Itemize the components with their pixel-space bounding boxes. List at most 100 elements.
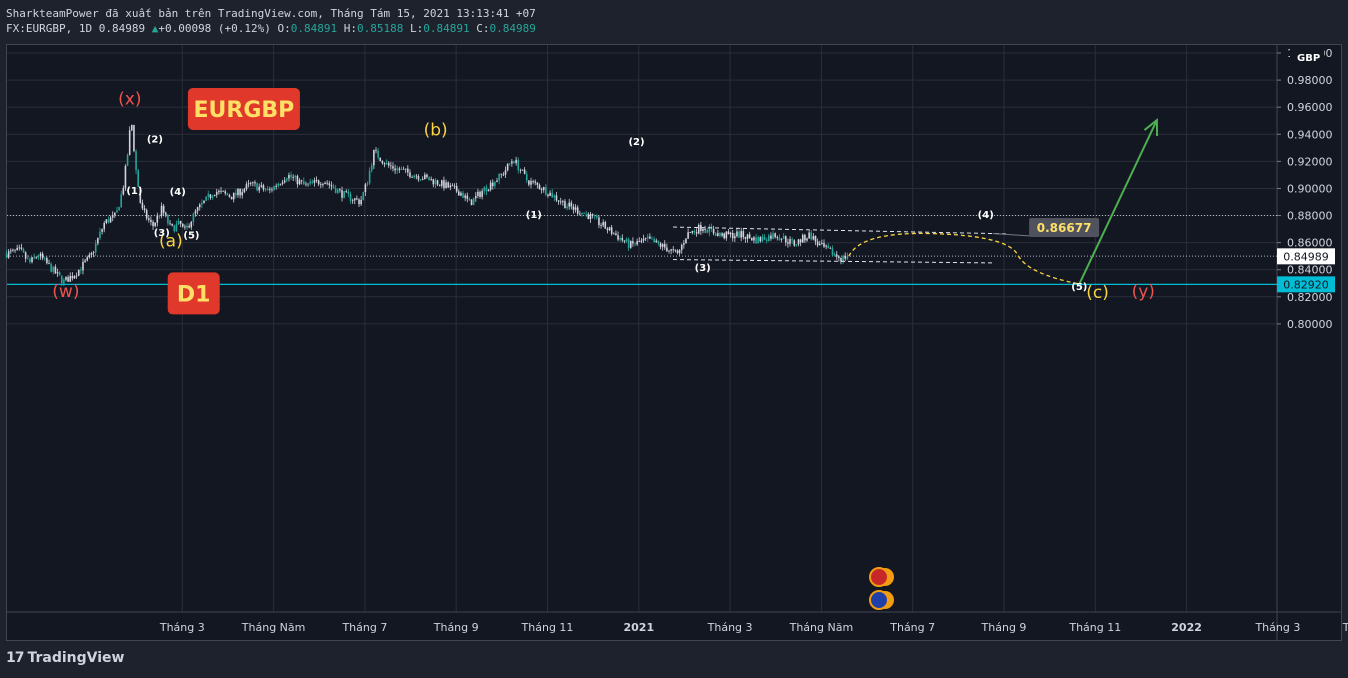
candle-body (111, 214, 114, 218)
candle-body (668, 250, 670, 252)
candle-body (133, 125, 135, 152)
candle-body (309, 181, 311, 184)
candle-body (449, 185, 452, 188)
candle-body (547, 194, 549, 196)
candle-body (700, 224, 702, 231)
symbol-label[interactable]: FX:EURGBP, 1D 0.84989 (6, 22, 146, 35)
candle-body (708, 226, 711, 233)
candle-body (60, 275, 63, 284)
candle-body (511, 161, 513, 164)
candle-body (602, 222, 604, 226)
candle-body (294, 175, 297, 178)
x-tick-label: Tháng Năm (241, 621, 306, 634)
candle-body (804, 234, 806, 241)
high-label: H: (343, 22, 358, 35)
candle-body (169, 223, 171, 225)
candle-body (243, 189, 246, 193)
candle-body (271, 189, 273, 191)
candle-body (810, 232, 813, 240)
candle-body (549, 192, 551, 196)
candle-body (714, 233, 717, 237)
candle-body (636, 241, 638, 245)
candle-body (122, 188, 125, 195)
candle-body (307, 183, 309, 185)
candle-body (487, 189, 490, 192)
candle-body (220, 190, 222, 192)
candle-body (432, 179, 435, 185)
candle-body (375, 149, 377, 151)
candle-body (697, 224, 700, 234)
chart-frame[interactable] (6, 44, 1342, 641)
candle-body (364, 184, 367, 193)
candle-body (453, 185, 456, 187)
candle-body (413, 175, 416, 178)
x-tick-label: 2022 (1171, 621, 1202, 634)
candle-body (222, 190, 224, 192)
candle-body (258, 186, 261, 191)
candle-body (774, 233, 776, 238)
candle-body (407, 168, 409, 173)
x-tick-label: Tháng 7 (341, 621, 387, 634)
candle-body (532, 181, 534, 182)
candle-body (415, 175, 418, 177)
candle-body (721, 233, 723, 236)
candle-body (292, 177, 294, 179)
candle-body (763, 236, 766, 240)
x-tick-label: 2021 (623, 621, 654, 634)
candle-body (436, 180, 439, 185)
candle-body (145, 210, 148, 219)
candle-body (77, 269, 80, 276)
candle-body (506, 163, 509, 171)
candle-body (260, 185, 263, 187)
candle-body (579, 213, 581, 215)
candle-body (806, 238, 808, 241)
candle-body (184, 226, 186, 228)
candle-body (572, 206, 575, 210)
candle-body (508, 163, 511, 165)
wave-label: (w) (52, 282, 79, 302)
target-value: 0.86677 (1037, 221, 1092, 235)
candle-body (207, 194, 210, 197)
candle-body (428, 176, 430, 181)
candle-body (481, 191, 483, 197)
candle-body (517, 159, 520, 171)
candle-body (623, 240, 626, 242)
candle-body (92, 252, 95, 254)
candle-body (209, 194, 212, 198)
candle-body (564, 201, 566, 209)
target-box (1029, 217, 1100, 237)
candle-body (266, 189, 269, 190)
candle-body (825, 245, 827, 247)
candle-body (659, 243, 662, 247)
candle-body (404, 168, 407, 170)
candle-body (519, 170, 522, 171)
candle-body (379, 157, 382, 162)
candle-body (702, 229, 704, 231)
candle-body (663, 243, 666, 248)
currency-label-bg (1290, 49, 1324, 64)
candle-body (528, 180, 530, 185)
high-value: 0.85188 (357, 22, 404, 35)
candle-body (48, 263, 50, 264)
candle-body (589, 214, 592, 220)
candle-body (661, 243, 664, 247)
candle-body (107, 219, 110, 223)
candle-body (224, 191, 227, 194)
low-label: L: (410, 22, 424, 35)
candle-body (646, 236, 649, 239)
candle-body (175, 224, 178, 232)
candle-body (46, 258, 48, 264)
candle-body (228, 195, 231, 197)
candle-body (296, 175, 299, 185)
candle-body (262, 185, 265, 190)
tradingview-brand[interactable]: 17 TradingView (6, 650, 124, 666)
title-badge (187, 87, 300, 130)
candle-body (56, 272, 59, 274)
candle-body (324, 182, 326, 184)
candle-body (137, 170, 139, 188)
candle-body (67, 277, 69, 282)
candle-body (351, 200, 354, 202)
x-tick-label: Tháng 3 (707, 621, 753, 634)
candle-body (158, 215, 161, 217)
